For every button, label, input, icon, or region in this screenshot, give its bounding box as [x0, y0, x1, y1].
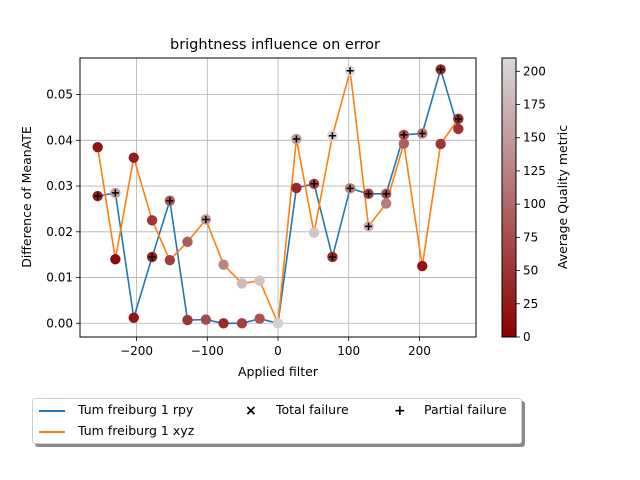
data-point-series-2: [92, 141, 103, 153]
legend-label-total-failure: Total failure: [276, 402, 349, 417]
colorbar-label: Average Quality metric: [555, 125, 570, 269]
partial-failure-marker: [346, 67, 354, 75]
data-point-series-2: [146, 215, 158, 226]
chart-title: brightness influence on error: [170, 37, 380, 53]
data-point-series-2: [236, 278, 248, 289]
partial-failure-marker: [400, 131, 408, 139]
data-points: [92, 64, 464, 329]
y-axis-label: Difference of MeanATE: [19, 126, 34, 268]
x-tick-label: −200: [120, 344, 153, 358]
colorbar-tick-label: 0: [523, 330, 531, 344]
legend-marker-partial-failure: +: [394, 403, 406, 419]
x-tick-label: 100: [337, 344, 360, 358]
colorbar-tick-label: 25: [523, 297, 538, 311]
colorbar-tick-label: 100: [523, 197, 546, 211]
data-point-series-1: [236, 318, 248, 329]
colorbar-tick-label: 75: [523, 230, 538, 244]
colorbar-tick-label: 200: [523, 64, 546, 78]
colorbar-tick-label: 175: [523, 98, 546, 112]
data-point-series-1: [453, 123, 464, 135]
x-tick-label: 200: [408, 344, 431, 358]
partial-failure-marker: [148, 253, 156, 261]
data-point-series-2: [218, 259, 229, 270]
partial-failure-marker: [202, 215, 210, 223]
legend-label-xyz: Tum freiburg 1 xyz: [78, 423, 195, 438]
legend-label-rpy: Tum freiburg 1 rpy: [78, 402, 194, 417]
x-axis-label: Applied filter: [238, 364, 319, 379]
partial-failure-marker: [418, 129, 426, 137]
data-point-series-1: [128, 312, 139, 323]
partial-failure-marker: [346, 184, 354, 192]
partial-failure-marker: [328, 132, 336, 140]
data-point-series-2: [254, 275, 265, 286]
data-point-series-2: [417, 260, 428, 272]
y-axis-ticks: 0.00 0.01 0.02 0.03 0.04 0.05: [46, 88, 80, 330]
partial-failure-marker: [310, 180, 318, 188]
colorbar-tick-label: 150: [523, 131, 546, 145]
data-point-series-2: [164, 254, 176, 266]
legend-label-partial-failure: Partial failure: [424, 402, 507, 417]
partial-failure-marker: [292, 135, 300, 143]
colorbar: [501, 57, 517, 338]
partial-failure-marker: [328, 253, 336, 261]
partial-failure-marker: [166, 197, 174, 205]
grid: [80, 58, 476, 337]
data-point-series-1: [200, 314, 212, 325]
data-point-series-2: [110, 254, 121, 265]
y-tick-label: 0.05: [46, 88, 73, 102]
legend-marker-total-failure: ×: [245, 403, 257, 419]
data-point-series-1: [254, 313, 265, 324]
partial-failure-marker: [365, 222, 373, 230]
y-tick-label: 0.03: [46, 179, 73, 193]
colorbar-tick-label: 50: [523, 264, 538, 278]
y-tick-label: 0.00: [46, 316, 73, 330]
legend-line-xyz: [39, 431, 65, 433]
failure-markers: [94, 65, 462, 261]
partial-failure-marker: [365, 190, 373, 198]
y-tick-label: 0.04: [46, 133, 73, 147]
x-axis-ticks: −200 −100 0 100 200: [120, 337, 431, 358]
partial-failure-marker: [382, 190, 390, 198]
data-point-series-2: [128, 152, 139, 163]
partial-failure-marker: [437, 65, 445, 73]
legend-line-rpy: [39, 410, 65, 412]
partial-failure-marker: [111, 189, 119, 197]
data-point-series-2: [398, 138, 410, 149]
colorbar-tick-label: 125: [523, 164, 546, 178]
y-tick-label: 0.01: [46, 271, 73, 285]
data-point-series-2: [435, 138, 446, 150]
y-tick-label: 0.02: [46, 225, 73, 239]
data-point-series-2: [182, 236, 193, 248]
partial-failure-marker: [94, 192, 102, 200]
data-point-series-1: [182, 314, 193, 326]
x-tick-label: −100: [191, 344, 224, 358]
partial-failure-marker: [454, 115, 462, 123]
data-point-series-1: [291, 182, 302, 194]
x-tick-label: 0: [274, 344, 282, 358]
legend: Tum freiburg 1 rpy Tum freiburg 1 xyz × …: [32, 398, 522, 444]
data-point-series-2: [308, 227, 320, 238]
colorbar-ticks: 0 25 50 75 100 125 150 175 200: [516, 64, 546, 344]
data-point-series-1: [218, 318, 229, 329]
data-point-series-2: [272, 318, 284, 329]
data-point-series-2: [380, 198, 392, 209]
